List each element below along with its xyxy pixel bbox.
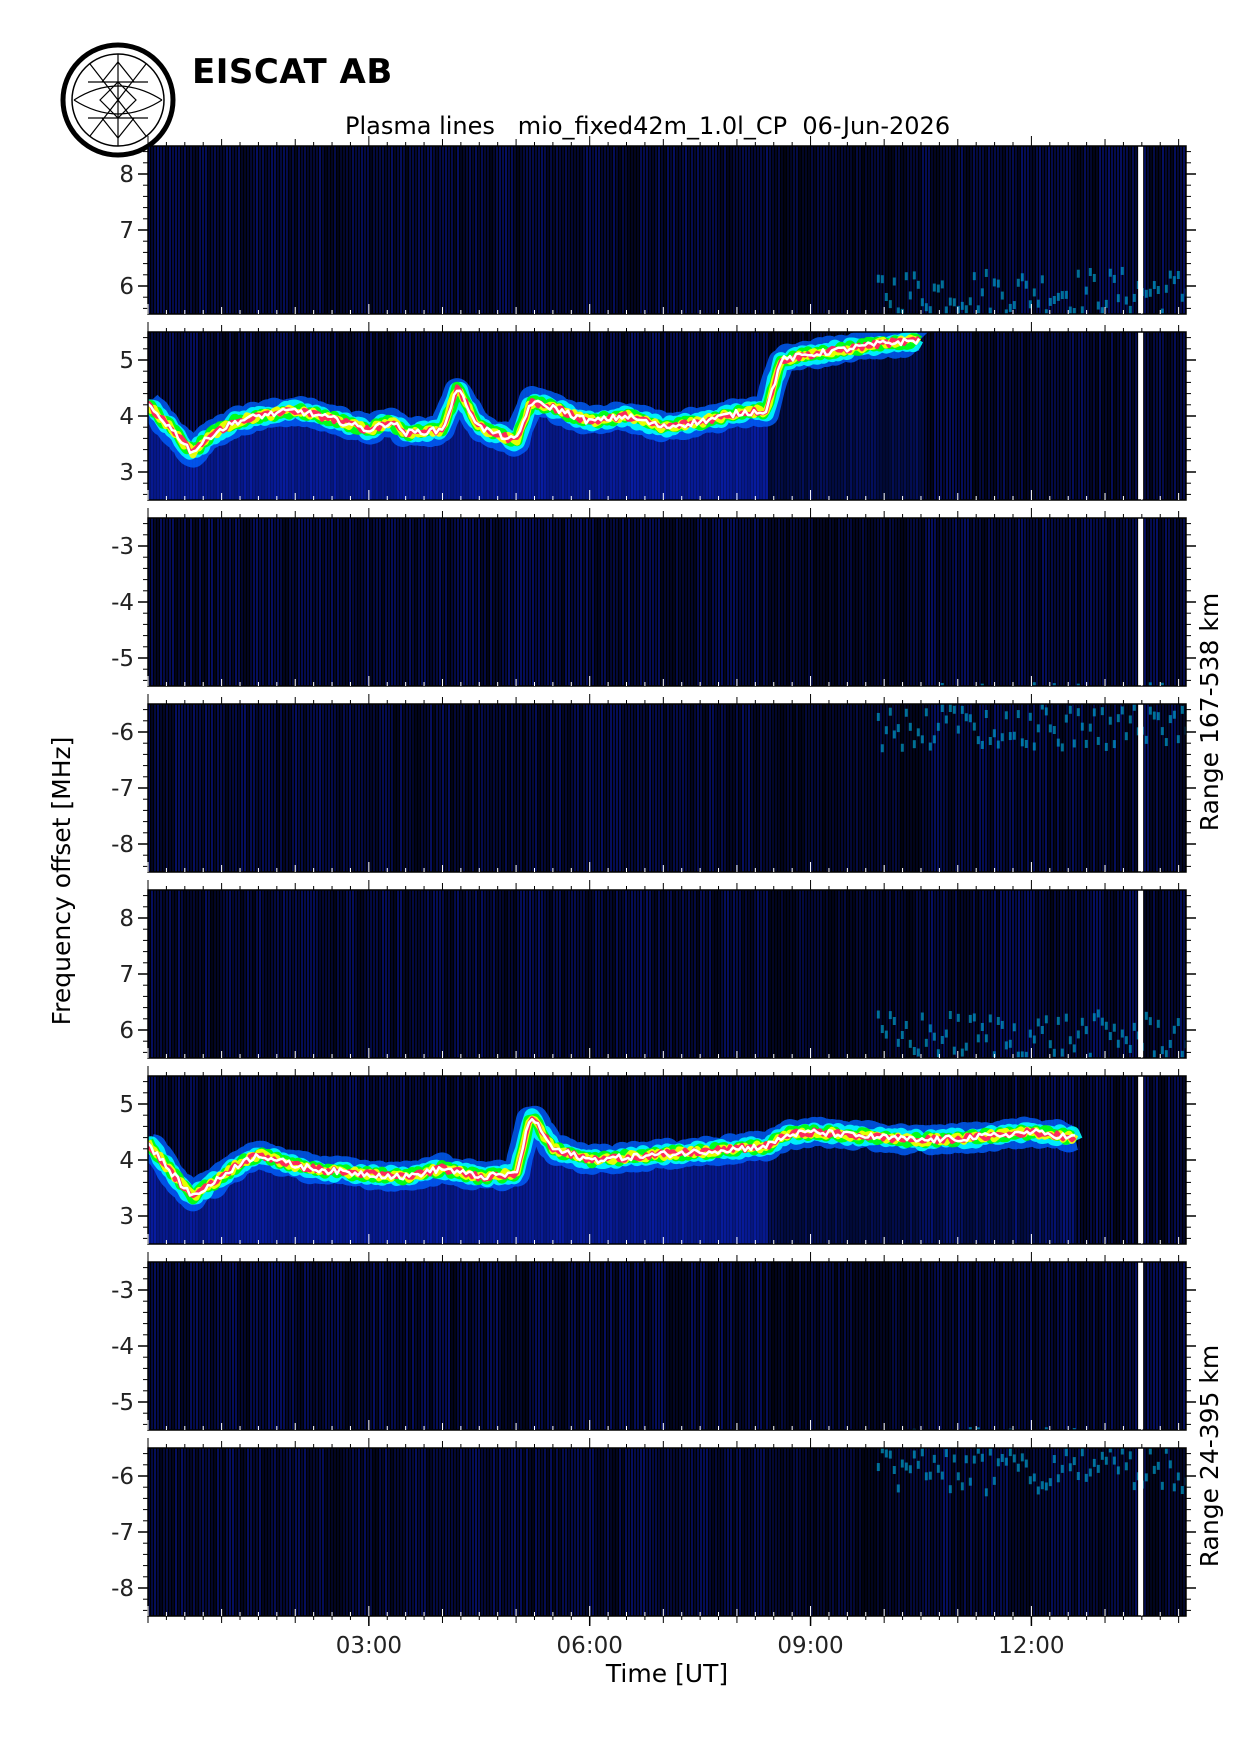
y-tick-label: 8 [119, 906, 134, 932]
chart-title: Plasma lines mio_fixed42m_1.0l_CP 06-Jun… [345, 112, 951, 140]
panel-2-2: 3 4 5 [119, 1066, 1196, 1245]
y-tick-label: -8 [111, 1576, 134, 1602]
data-gap-marker [1138, 1262, 1144, 1430]
y-tick-label: 5 [119, 1092, 134, 1118]
y-tick-label: -7 [111, 776, 134, 802]
data-gap-marker [1138, 890, 1144, 1058]
panel-1-2: 3 4 5 [119, 322, 1196, 501]
organization-name: EISCAT AB [192, 52, 393, 92]
data-gap-marker [1138, 1448, 1144, 1616]
y-tick-label: 6 [119, 1018, 134, 1044]
y-tick-label: -3 [111, 1278, 134, 1304]
range-label: Range 167-538 km [1195, 593, 1224, 831]
panel-2-4: -8 -7 -6 [111, 1438, 1196, 1617]
y-tick-label: -6 [111, 720, 134, 746]
panel-1-3: -5 -4 -3 [111, 508, 1196, 687]
y-tick-label: -4 [111, 1334, 134, 1360]
y-tick-label: 6 [119, 274, 134, 300]
panel-background [148, 146, 1186, 314]
y-tick-label: 7 [119, 218, 134, 244]
y-tick-label: -5 [111, 646, 134, 672]
y-tick-label: 3 [119, 1204, 134, 1230]
data-gap-marker [1138, 704, 1144, 872]
y-tick-label: -8 [111, 832, 134, 858]
y-axis-title: Frequency offset [MHz] [47, 737, 76, 1026]
x-tick-label: 09:00 [777, 1633, 843, 1659]
y-tick-label: 4 [119, 404, 134, 430]
data-gap-marker [1138, 518, 1144, 686]
y-tick-label: -4 [111, 590, 134, 616]
plasma-line-trace [148, 1117, 1076, 1197]
panel-background [148, 1262, 1186, 1430]
y-tick-label: 8 [119, 162, 134, 188]
y-tick-label: -3 [111, 534, 134, 560]
range-label: Range 24-395 km [1195, 1345, 1224, 1568]
x-tick-label: 12:00 [998, 1633, 1064, 1659]
y-tick-label: 3 [119, 460, 134, 486]
x-axis-title: Time [UT] [605, 1659, 728, 1688]
panel-2-1: 6 7 8 [119, 880, 1196, 1059]
y-tick-label: -5 [111, 1390, 134, 1416]
y-tick-label: 5 [119, 348, 134, 374]
y-tick-label: -6 [111, 1464, 134, 1490]
panel-background [148, 518, 1186, 686]
data-gap-marker [1138, 1076, 1144, 1244]
panel-1-4: -8 -7 -6 [111, 694, 1196, 873]
plasma-line-trace [148, 337, 921, 455]
y-tick-label: -7 [111, 1520, 134, 1546]
eiscat-logo-icon [60, 42, 176, 158]
panel-1-1: 6 7 8 [119, 136, 1196, 315]
x-tick-label: 03:00 [336, 1633, 402, 1659]
panel-2-3: -5 -4 -3 [111, 1252, 1196, 1431]
y-tick-label: 7 [119, 962, 134, 988]
data-gap-marker [1138, 146, 1144, 314]
y-tick-label: 4 [119, 1148, 134, 1174]
panel-background [148, 1448, 1186, 1616]
x-tick-label: 06:00 [557, 1633, 623, 1659]
data-gap-marker [1138, 332, 1144, 500]
